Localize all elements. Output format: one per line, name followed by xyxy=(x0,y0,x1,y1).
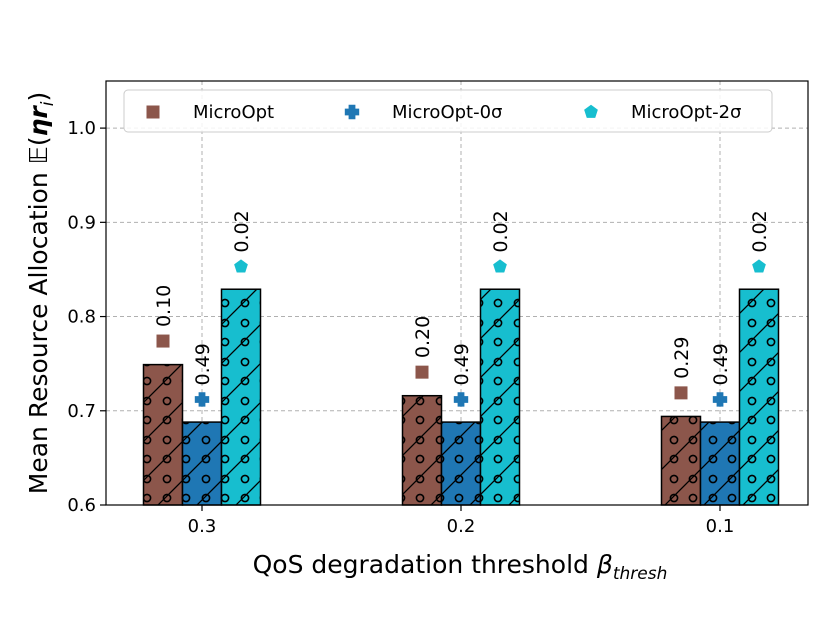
y-axis: 0.6 0.7 0.8 0.9 1.0 xyxy=(67,118,106,516)
data-label: 0.02 xyxy=(231,210,253,252)
bar-hatch xyxy=(479,288,521,506)
bar-hatch xyxy=(699,421,741,506)
legend-label: MicroOpt-2σ xyxy=(631,102,741,123)
data-label: 0.02 xyxy=(749,210,771,252)
marker-pentagon xyxy=(584,104,598,118)
bar-hatch xyxy=(181,421,223,506)
data-label: 0.20 xyxy=(412,316,434,358)
marker-square xyxy=(146,105,160,119)
marker-plus xyxy=(712,392,728,407)
marker-plus xyxy=(344,104,360,120)
y-tick-label: 0.8 xyxy=(67,307,96,328)
data-labels: 0.10 0.20 0.29 0.49 0.49 0.49 0.02 0.02 0.02 xyxy=(153,210,771,385)
x-axis-title: QoS degradation threshold βthresh xyxy=(253,550,668,584)
bar-hatch xyxy=(401,394,443,506)
marker-square xyxy=(156,334,170,348)
bar-hatch xyxy=(738,288,780,506)
bar-hatch xyxy=(440,421,482,506)
y-axis-title: Mean Resource Allocation 𝔼(ηri) xyxy=(24,92,58,494)
y-tick-label: 0.9 xyxy=(67,212,96,233)
data-label: 0.49 xyxy=(451,343,473,385)
x-tick-label: 0.2 xyxy=(447,516,476,537)
data-label: 0.02 xyxy=(490,210,512,252)
bar-hatch xyxy=(142,363,184,506)
marker-pentagon xyxy=(752,259,766,273)
bar-hatch xyxy=(660,415,702,506)
y-tick-label: 0.6 xyxy=(67,495,96,516)
plot-frame xyxy=(105,80,809,506)
x-tick-label: 0.1 xyxy=(706,516,735,537)
y-tick-label: 1.0 xyxy=(67,118,96,139)
x-axis: 0.3 0.2 0.1 xyxy=(188,505,735,537)
legend-label: MicroOpt xyxy=(193,102,274,123)
legend-frame xyxy=(123,89,773,133)
marker-pentagon xyxy=(493,259,507,273)
x-tick-label: 0.3 xyxy=(188,516,217,537)
marker-plus xyxy=(453,392,469,407)
marker-square xyxy=(415,365,429,379)
legend: MicroOpt MicroOpt-0σ MicroOpt-2σ xyxy=(123,89,773,133)
markers xyxy=(156,259,766,407)
data-label: 0.49 xyxy=(710,343,732,385)
data-label: 0.10 xyxy=(153,285,175,327)
marker-square xyxy=(674,386,688,400)
data-label: 0.29 xyxy=(671,337,693,379)
marker-pentagon xyxy=(234,259,248,273)
legend-label: MicroOpt-0σ xyxy=(392,102,502,123)
y-tick-label: 0.7 xyxy=(67,401,96,422)
bar-hatch xyxy=(220,288,262,506)
marker-plus xyxy=(194,392,210,407)
bars xyxy=(142,288,780,506)
data-label: 0.49 xyxy=(192,343,214,385)
